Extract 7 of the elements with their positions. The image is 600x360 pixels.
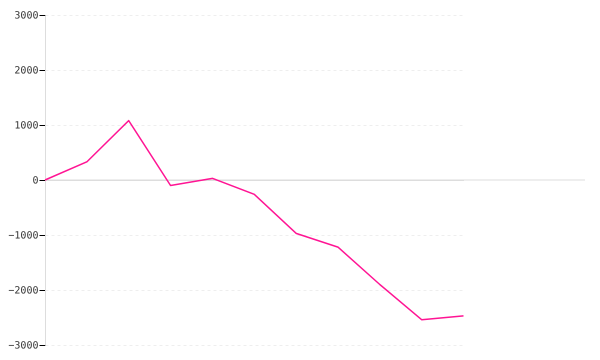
y-tick-label: 1000 xyxy=(14,120,38,132)
y-tick-label: 0 xyxy=(32,176,38,186)
y-tick-label: 3000 xyxy=(14,10,38,22)
y-tick-label: −1000 xyxy=(8,230,38,242)
y-tick-label: −2000 xyxy=(8,286,38,296)
y-tick-label: −3000 xyxy=(8,340,38,352)
y-tick-label: 2000 xyxy=(14,66,38,76)
